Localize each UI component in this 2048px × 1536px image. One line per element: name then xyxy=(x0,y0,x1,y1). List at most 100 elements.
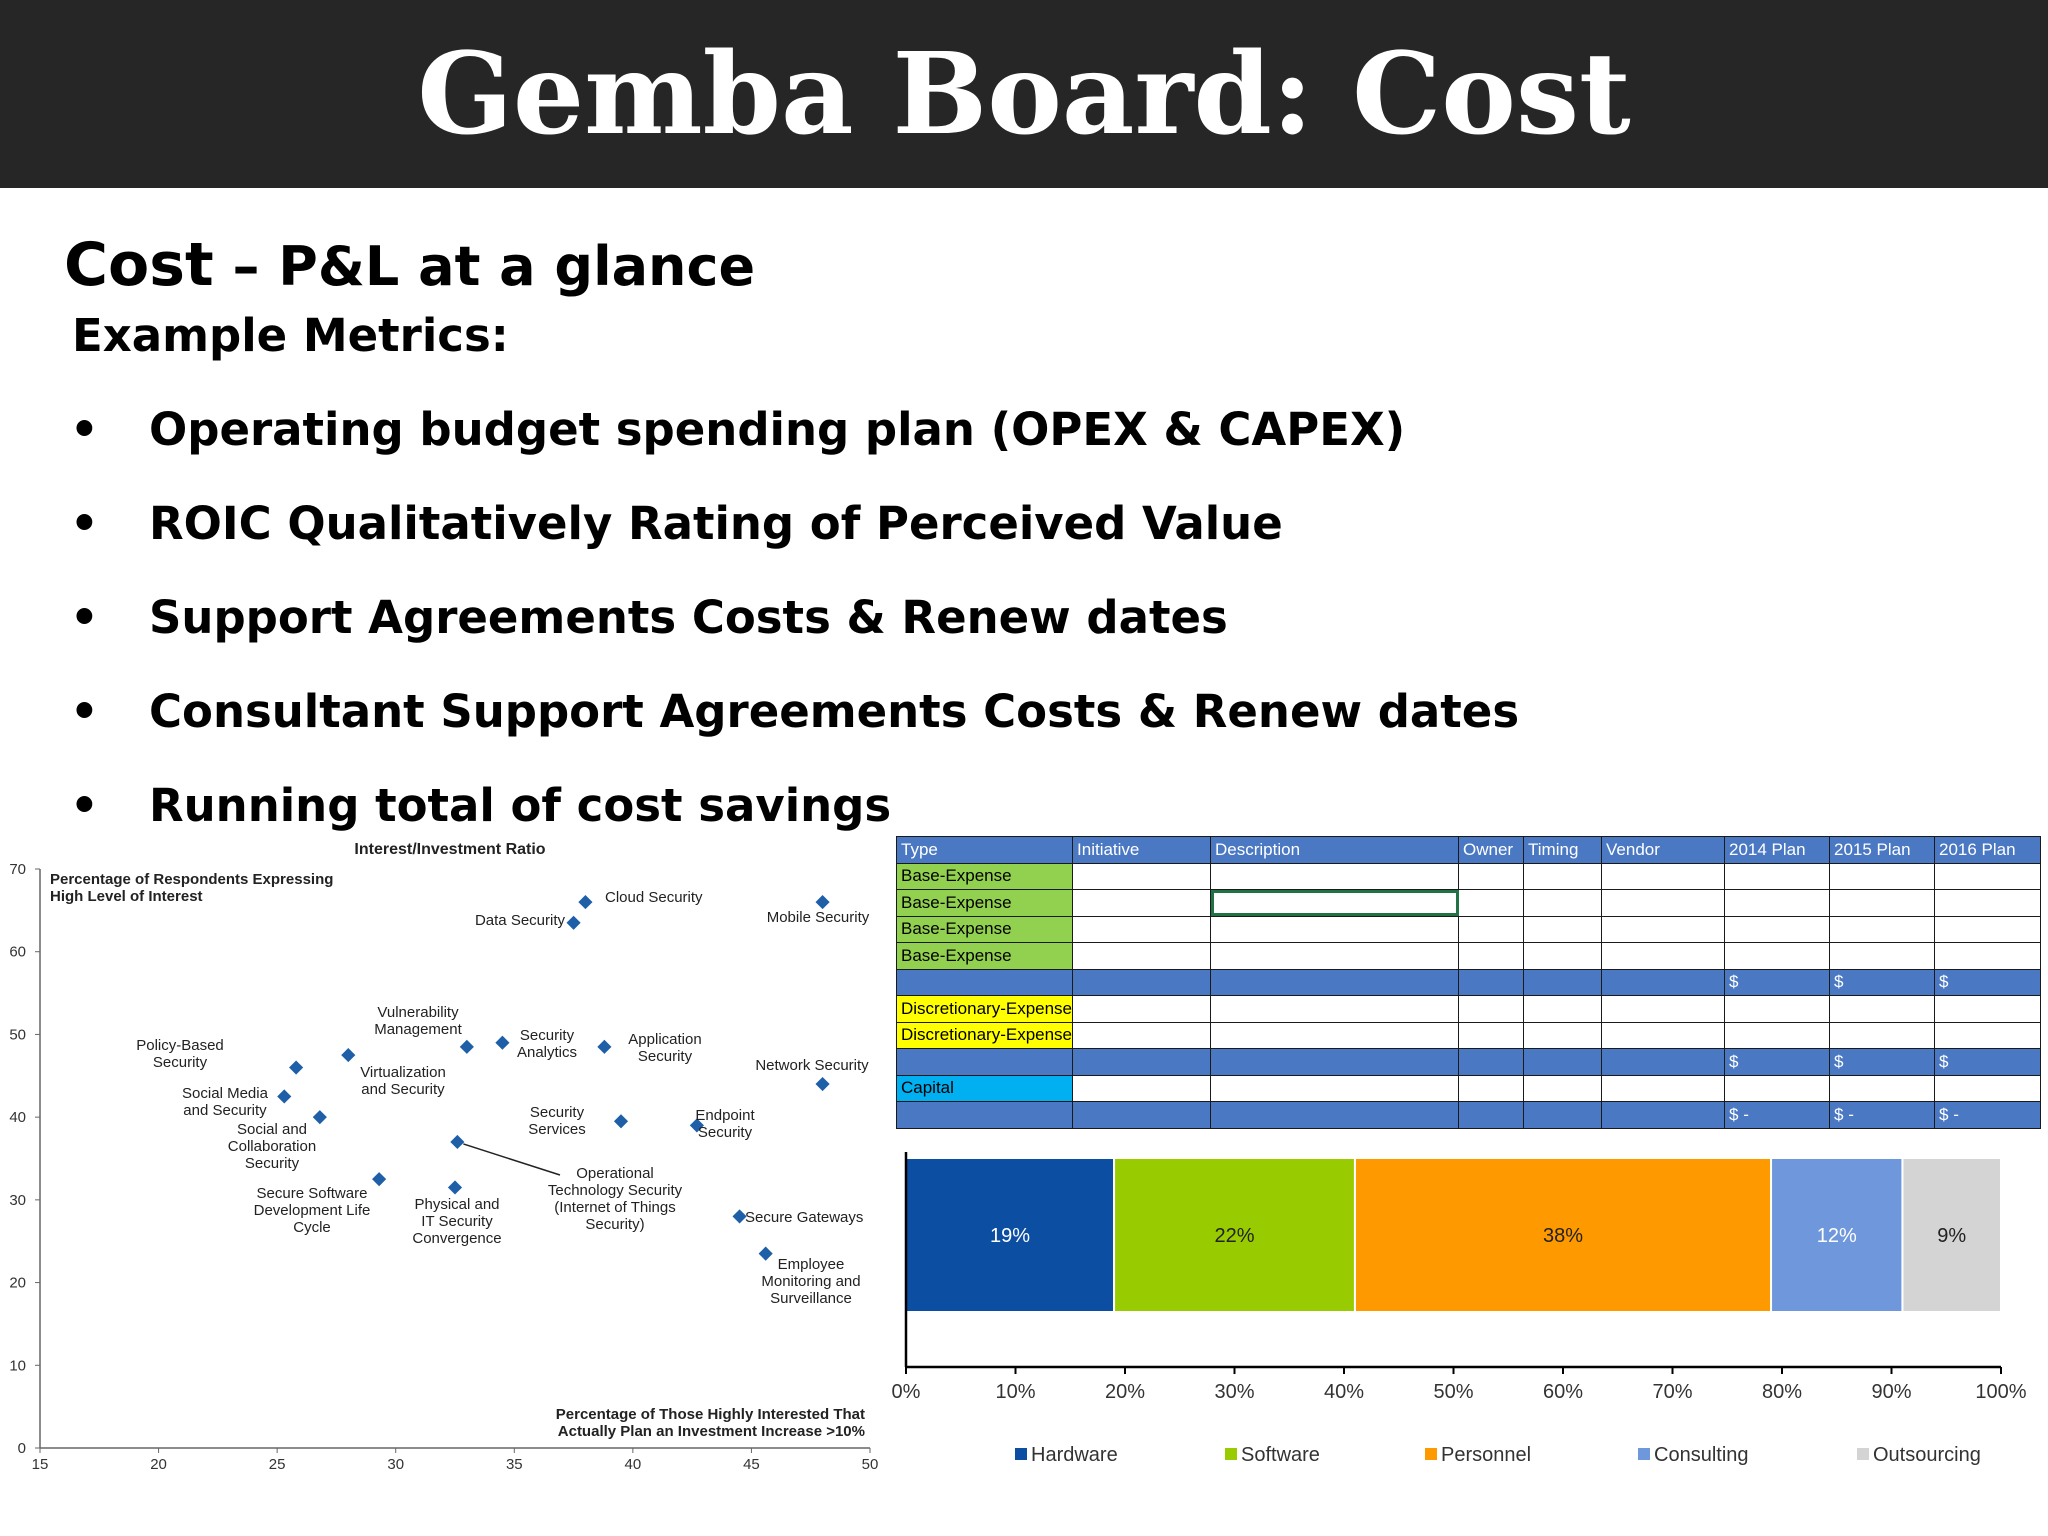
table-cell[interactable] xyxy=(1601,1048,1726,1076)
table-cell[interactable] xyxy=(1210,1074,1460,1102)
table-cell[interactable] xyxy=(1829,889,1936,917)
column-header[interactable]: 2015 Plan xyxy=(1829,836,1936,864)
bullet-icon: • xyxy=(70,779,99,832)
table-cell[interactable] xyxy=(1458,1021,1525,1049)
table-cell[interactable] xyxy=(1934,942,2042,970)
type-cell[interactable]: Base-Expense xyxy=(895,862,1074,890)
table-cell[interactable] xyxy=(1934,862,2042,890)
table-cell[interactable] xyxy=(1523,862,1603,890)
table-cell[interactable] xyxy=(1934,1074,2042,1102)
table-cell[interactable] xyxy=(1829,1074,1936,1102)
table-cell[interactable] xyxy=(1458,1074,1525,1102)
table-cell[interactable] xyxy=(1072,915,1212,943)
table-cell[interactable] xyxy=(1724,995,1831,1023)
table-cell[interactable]: $ xyxy=(1934,1048,2042,1076)
table-cell[interactable] xyxy=(1072,995,1212,1023)
table-cell[interactable] xyxy=(1724,1074,1831,1102)
table-cell[interactable] xyxy=(1724,942,1831,970)
table-cell[interactable] xyxy=(1829,1021,1936,1049)
table-cell[interactable] xyxy=(1072,1101,1212,1129)
table-cell[interactable] xyxy=(1523,942,1603,970)
table-cell[interactable]: $ - xyxy=(1829,1101,1936,1129)
table-cell[interactable] xyxy=(1601,942,1726,970)
table-cell[interactable] xyxy=(1601,862,1726,890)
table-cell[interactable] xyxy=(1601,1021,1726,1049)
table-cell[interactable] xyxy=(1458,1048,1525,1076)
table-cell[interactable] xyxy=(1072,968,1212,996)
table-cell[interactable] xyxy=(1210,862,1460,890)
type-cell[interactable]: Capital xyxy=(895,1074,1074,1102)
table-cell[interactable] xyxy=(1458,915,1525,943)
table-cell[interactable] xyxy=(1523,889,1603,917)
table-cell[interactable] xyxy=(1724,1021,1831,1049)
type-cell[interactable]: Base-Expense xyxy=(895,942,1074,970)
table-cell[interactable] xyxy=(1523,995,1603,1023)
table-cell[interactable] xyxy=(1724,889,1831,917)
column-header[interactable]: Initiative xyxy=(1072,836,1212,864)
type-cell[interactable] xyxy=(895,968,1074,996)
table-cell[interactable] xyxy=(1724,862,1831,890)
table-cell[interactable] xyxy=(1072,1074,1212,1102)
table-cell[interactable] xyxy=(1523,1048,1603,1076)
type-cell[interactable]: Discretionary-Expense xyxy=(895,1021,1074,1049)
table-cell[interactable] xyxy=(1458,1101,1525,1129)
table-cell[interactable] xyxy=(1458,968,1525,996)
table-cell[interactable] xyxy=(1601,968,1726,996)
table-cell[interactable] xyxy=(1210,1021,1460,1049)
table-cell[interactable] xyxy=(1601,995,1726,1023)
table-cell[interactable] xyxy=(1072,889,1212,917)
table-cell[interactable]: $ - xyxy=(1934,1101,2042,1129)
table-cell[interactable] xyxy=(1601,1101,1726,1129)
column-header[interactable]: Timing xyxy=(1523,836,1603,864)
table-cell[interactable] xyxy=(1601,915,1726,943)
table-cell[interactable] xyxy=(1523,1101,1603,1129)
table-cell[interactable] xyxy=(1210,942,1460,970)
table-cell[interactable] xyxy=(1601,1074,1726,1102)
table-cell[interactable] xyxy=(1601,889,1726,917)
table-cell[interactable]: $ xyxy=(1724,968,1831,996)
table-cell[interactable] xyxy=(1210,915,1460,943)
table-cell[interactable]: $ xyxy=(1934,968,2042,996)
column-header[interactable]: Owner xyxy=(1458,836,1525,864)
table-cell[interactable] xyxy=(1724,915,1831,943)
table-cell[interactable] xyxy=(1934,1021,2042,1049)
table-cell[interactable] xyxy=(1934,889,2042,917)
table-cell[interactable] xyxy=(1072,1021,1212,1049)
table-cell[interactable] xyxy=(1458,995,1525,1023)
table-cell[interactable] xyxy=(1829,862,1936,890)
table-cell[interactable] xyxy=(1934,915,2042,943)
table-cell[interactable] xyxy=(1210,1101,1460,1129)
table-cell[interactable] xyxy=(1829,915,1936,943)
table-cell[interactable] xyxy=(1072,1048,1212,1076)
table-cell[interactable]: $ xyxy=(1829,1048,1936,1076)
table-cell[interactable]: $ xyxy=(1724,1048,1831,1076)
table-cell[interactable] xyxy=(1458,862,1525,890)
type-cell[interactable] xyxy=(895,1048,1074,1076)
column-header[interactable]: 2014 Plan xyxy=(1724,836,1831,864)
table-cell[interactable] xyxy=(1934,995,2042,1023)
table-cell[interactable] xyxy=(1072,942,1212,970)
table-cell[interactable] xyxy=(1210,968,1460,996)
type-cell[interactable]: Discretionary-Expense xyxy=(895,995,1074,1023)
table-cell[interactable] xyxy=(1458,942,1525,970)
table-cell[interactable] xyxy=(1829,995,1936,1023)
table-cell[interactable]: $ - xyxy=(1724,1101,1831,1129)
table-cell[interactable] xyxy=(1523,968,1603,996)
table-cell[interactable] xyxy=(1072,862,1212,890)
column-header[interactable]: Description xyxy=(1210,836,1460,864)
column-header[interactable]: 2016 Plan xyxy=(1934,836,2042,864)
table-cell[interactable] xyxy=(1210,995,1460,1023)
table-cell[interactable] xyxy=(1458,889,1525,917)
table-cell[interactable] xyxy=(1523,1021,1603,1049)
table-cell[interactable] xyxy=(1210,1048,1460,1076)
table-cell[interactable] xyxy=(1523,915,1603,943)
type-cell[interactable] xyxy=(895,1101,1074,1129)
type-cell[interactable]: Base-Expense xyxy=(895,915,1074,943)
table-cell[interactable] xyxy=(1210,889,1460,917)
table-cell[interactable]: $ xyxy=(1829,968,1936,996)
table-cell[interactable] xyxy=(1829,942,1936,970)
table-cell[interactable] xyxy=(1523,1074,1603,1102)
column-header[interactable]: Vendor xyxy=(1601,836,1726,864)
column-header[interactable]: Type xyxy=(895,836,1074,864)
type-cell[interactable]: Base-Expense xyxy=(895,889,1074,917)
